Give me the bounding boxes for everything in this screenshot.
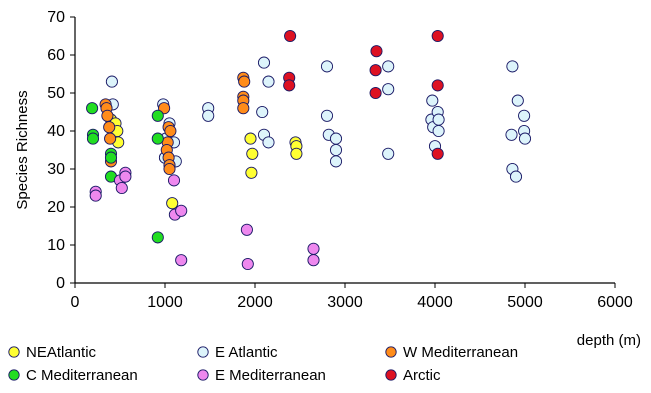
x-tick-label: 4000 [417, 294, 453, 311]
x-tick-label: 2000 [237, 294, 273, 311]
data-point [284, 29, 297, 43]
y-tick-label: 40 [47, 123, 65, 140]
data-point [370, 45, 383, 58]
data-point [151, 231, 164, 244]
x-tick-label: 6000 [597, 294, 633, 311]
legend-label: E Mediterranean [215, 367, 326, 384]
legend-marker [8, 369, 20, 381]
data-point [518, 109, 531, 122]
x-axis-label: depth (m) [577, 332, 641, 349]
legend-label: NEAtlantic [26, 344, 97, 361]
data-point [151, 132, 164, 145]
data-point [320, 60, 334, 73]
data-point [257, 56, 271, 69]
data-point [262, 75, 275, 88]
legend-label: E Atlantic [215, 344, 278, 361]
data-point [89, 189, 102, 202]
data-point [104, 151, 118, 164]
data-point [290, 147, 303, 160]
data-point [115, 181, 128, 195]
legend-marker [197, 369, 209, 381]
data-point [431, 79, 444, 92]
data-point [320, 109, 334, 122]
y-tick-label: 30 [47, 161, 65, 178]
data-point [237, 102, 250, 115]
data-point [86, 132, 100, 145]
x-tick-label: 1000 [147, 294, 183, 311]
y-tick-label: 10 [47, 237, 65, 254]
data-point [246, 147, 259, 160]
data-point [166, 197, 179, 210]
data-point [369, 86, 382, 100]
legend-marker [385, 369, 397, 381]
data-point [518, 132, 532, 145]
series-e-mediterranean [89, 166, 320, 271]
legend-label: Arctic [403, 367, 441, 384]
data-point [329, 132, 343, 145]
data-point [262, 136, 275, 149]
legend-marker [385, 346, 397, 358]
data-point [307, 254, 320, 267]
data-point [506, 60, 519, 73]
legend-label: W Mediterranean [403, 344, 518, 361]
series-neatlantic [104, 113, 303, 210]
data-point [238, 75, 251, 88]
data-point [511, 94, 524, 107]
legend-marker [8, 346, 20, 358]
data-point [307, 242, 320, 255]
series-arctic [283, 29, 444, 160]
data-point [369, 64, 382, 77]
y-tick-label: 0 [56, 275, 65, 292]
data-point [202, 109, 215, 122]
data-point [167, 174, 181, 187]
data-point [329, 143, 343, 157]
series-c-mediterranean [86, 102, 164, 244]
data-point [175, 204, 188, 217]
data-point [104, 132, 117, 145]
data-point [283, 79, 296, 92]
data-point [103, 121, 116, 134]
data-point [151, 109, 164, 122]
data-point [101, 109, 114, 122]
data-point [244, 132, 257, 145]
data-point [119, 170, 132, 183]
x-ticks: 0 1000 2000 3000 4000 5000 6000 [71, 283, 633, 311]
data-point [432, 124, 445, 138]
data-point [426, 94, 439, 107]
data-point [256, 105, 269, 119]
y-tick-label: 20 [47, 199, 65, 216]
data-point [86, 102, 99, 115]
legend-label: C Mediterranean [26, 367, 138, 384]
y-tick-label: 70 [47, 9, 65, 26]
y-tick-label: 60 [47, 47, 65, 64]
data-point [382, 83, 395, 96]
x-tick-label: 0 [71, 294, 80, 311]
data-point [505, 128, 518, 141]
legend-marker [197, 346, 209, 358]
series-e-atlantic [105, 56, 532, 183]
data-point [432, 113, 445, 126]
data-point [105, 75, 118, 88]
data-point [245, 166, 258, 179]
y-tick-label: 50 [47, 85, 65, 102]
y-ticks: 0 10 20 30 40 50 60 70 [47, 9, 75, 292]
data-point [163, 162, 176, 176]
data-point [431, 147, 444, 160]
data-point [241, 257, 254, 271]
data-point [164, 124, 177, 138]
data-point [509, 170, 523, 183]
data-point [240, 223, 253, 236]
data-point [175, 254, 188, 267]
data-point [382, 147, 395, 160]
data-points [86, 29, 532, 271]
data-point [382, 60, 395, 73]
x-tick-label: 5000 [507, 294, 543, 311]
legend: NEAtlantic E Atlantic W Mediterranean C Med… [8, 344, 518, 384]
y-axis-label: Species Richness [14, 90, 31, 209]
data-point [431, 29, 444, 43]
x-tick-label: 3000 [327, 294, 363, 311]
data-point [329, 155, 343, 168]
